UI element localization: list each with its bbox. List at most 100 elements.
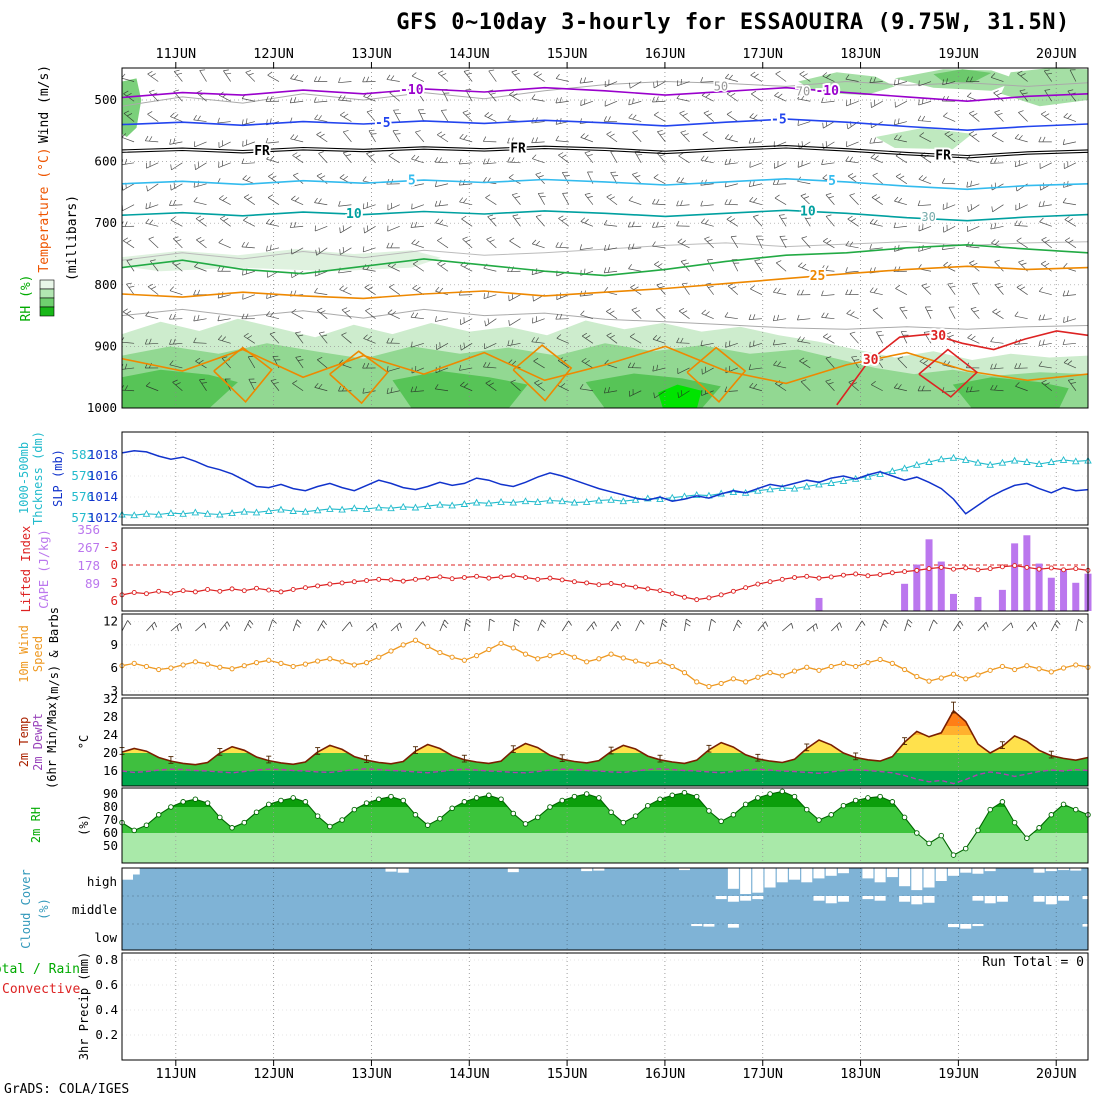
svg-text:0.4: 0.4: [95, 1002, 118, 1017]
svg-text:-3: -3: [103, 539, 118, 554]
svg-text:6: 6: [110, 660, 118, 675]
svg-text:1014: 1014: [88, 489, 118, 504]
svg-text:Cloud Cover: Cloud Cover: [19, 869, 33, 948]
svg-text:1018: 1018: [88, 447, 118, 462]
svg-text:(%): (%): [77, 814, 91, 836]
svg-text:Total / Rain: Total / Rain: [0, 962, 80, 977]
svg-text:6: 6: [110, 593, 118, 608]
surface-wind-barbs: [121, 618, 1084, 632]
svg-text:32: 32: [103, 691, 118, 706]
svg-text:0: 0: [110, 557, 118, 572]
svg-text:70: 70: [103, 812, 118, 827]
svg-text:5: 5: [828, 174, 836, 189]
svg-text:19JUN: 19JUN: [938, 46, 979, 62]
svg-text:Wind (m/s): Wind (m/s): [37, 65, 52, 143]
svg-text:700: 700: [94, 215, 117, 230]
svg-text:12JUN: 12JUN: [253, 1066, 294, 1082]
slp-frame: [121, 431, 1089, 526]
rh-2m-frame: [121, 787, 1089, 864]
svg-text:19JUN: 19JUN: [938, 1066, 979, 1082]
svg-text:3: 3: [110, 683, 118, 698]
panel-li-cape: [119, 528, 1092, 611]
svg-text:Temperature (°C): Temperature (°C): [37, 147, 52, 272]
svg-text:2m Temp: 2m Temp: [17, 717, 31, 768]
svg-text:17JUN: 17JUN: [742, 1066, 783, 1082]
svg-text:10m Wind: 10m Wind: [17, 625, 31, 683]
svg-text:-5: -5: [375, 116, 391, 131]
svg-text:low: low: [94, 930, 117, 945]
svg-text:11JUN: 11JUN: [155, 46, 196, 62]
svg-text:9: 9: [110, 637, 118, 652]
svg-text:267: 267: [77, 540, 100, 555]
svg-text:2m DewPt: 2m DewPt: [31, 713, 45, 771]
svg-text:0.8: 0.8: [95, 952, 118, 967]
panel-precip: [122, 953, 1088, 1060]
panel-slp-thickness: [118, 432, 1092, 525]
svg-text:13JUN: 13JUN: [351, 46, 392, 62]
svg-text:2m RH: 2m RH: [29, 807, 43, 843]
panel-wind-10m: [119, 614, 1091, 695]
svg-text:°C: °C: [77, 735, 91, 749]
cloud-cover-frame: [121, 867, 1089, 951]
svg-text:17JUN: 17JUN: [742, 46, 783, 62]
svg-text:20JUN: 20JUN: [1036, 46, 1077, 62]
svg-text:573: 573: [71, 510, 94, 525]
svg-text:(millibars): (millibars): [65, 195, 80, 281]
wind-10m-frame: [121, 613, 1089, 696]
svg-text:576: 576: [71, 489, 94, 504]
svg-text:600: 600: [94, 154, 117, 169]
svg-text:500: 500: [94, 92, 117, 107]
svg-text:18JUN: 18JUN: [840, 1066, 881, 1082]
svg-text:13JUN: 13JUN: [351, 1066, 392, 1082]
svg-text:18JUN: 18JUN: [840, 46, 881, 62]
svg-text:Lifted Index: Lifted Index: [19, 526, 33, 613]
svg-text:70: 70: [796, 84, 810, 98]
svg-text:14JUN: 14JUN: [449, 1066, 490, 1082]
svg-text:high: high: [87, 874, 117, 889]
svg-text:Thckness (dm): Thckness (dm): [31, 431, 45, 525]
svg-text:30: 30: [921, 210, 935, 224]
svg-text:582: 582: [71, 447, 94, 462]
rh-colorbar-cell: [39, 279, 55, 290]
svg-text:80: 80: [103, 799, 118, 814]
svg-text:11JUN: 11JUN: [155, 1066, 196, 1082]
panel-upper-air: -10 -10 -5 -5 FR FR FR 5 5 10 10 25 30 30 50 70 30: [122, 68, 1088, 408]
page-title: GFS 0~10day 3-hourly for ESSAOUIRA (9.75…: [396, 10, 1070, 35]
svg-text:90: 90: [103, 786, 118, 801]
svg-text:10: 10: [800, 204, 816, 219]
svg-text:3: 3: [110, 575, 118, 590]
svg-text:FR: FR: [254, 144, 270, 159]
svg-text:579: 579: [71, 468, 94, 483]
svg-text:800: 800: [94, 277, 117, 292]
svg-text:5: 5: [408, 174, 416, 189]
svg-text:middle: middle: [72, 902, 117, 917]
svg-text:Convective: Convective: [2, 982, 80, 997]
svg-text:12JUN: 12JUN: [253, 46, 294, 62]
rh-colorbar-cell: [39, 306, 55, 317]
svg-text:15JUN: 15JUN: [547, 1066, 588, 1082]
svg-text:30: 30: [930, 329, 946, 344]
svg-text:900: 900: [94, 338, 117, 353]
svg-text:50: 50: [103, 838, 118, 853]
svg-text:25: 25: [810, 269, 826, 284]
svg-text:-10: -10: [400, 83, 424, 98]
rh-colorbar-cell: [39, 297, 55, 308]
panel-temp-2m: [119, 698, 1089, 786]
svg-text:CAPE (J/kg): CAPE (J/kg): [37, 529, 51, 608]
svg-text:16: 16: [103, 763, 118, 778]
svg-text:SLP (mb): SLP (mb): [51, 449, 65, 507]
temp-2m-frame: [121, 697, 1089, 787]
svg-text:15JUN: 15JUN: [547, 46, 588, 62]
svg-text:(m/s) & Barbs: (m/s) & Barbs: [47, 607, 61, 701]
svg-text:(%): (%): [37, 898, 51, 920]
svg-text:3hr Precip (mm): 3hr Precip (mm): [77, 952, 91, 1060]
svg-text:1000-500mb: 1000-500mb: [17, 442, 31, 514]
grads-credit: GrADS: COLA/IGES: [4, 1082, 130, 1097]
svg-text:178: 178: [77, 558, 100, 573]
svg-text:0.6: 0.6: [95, 977, 118, 992]
svg-text:FR: FR: [510, 142, 526, 157]
svg-text:16JUN: 16JUN: [645, 46, 686, 62]
svg-text:24: 24: [103, 727, 118, 742]
svg-text:89: 89: [85, 576, 100, 591]
